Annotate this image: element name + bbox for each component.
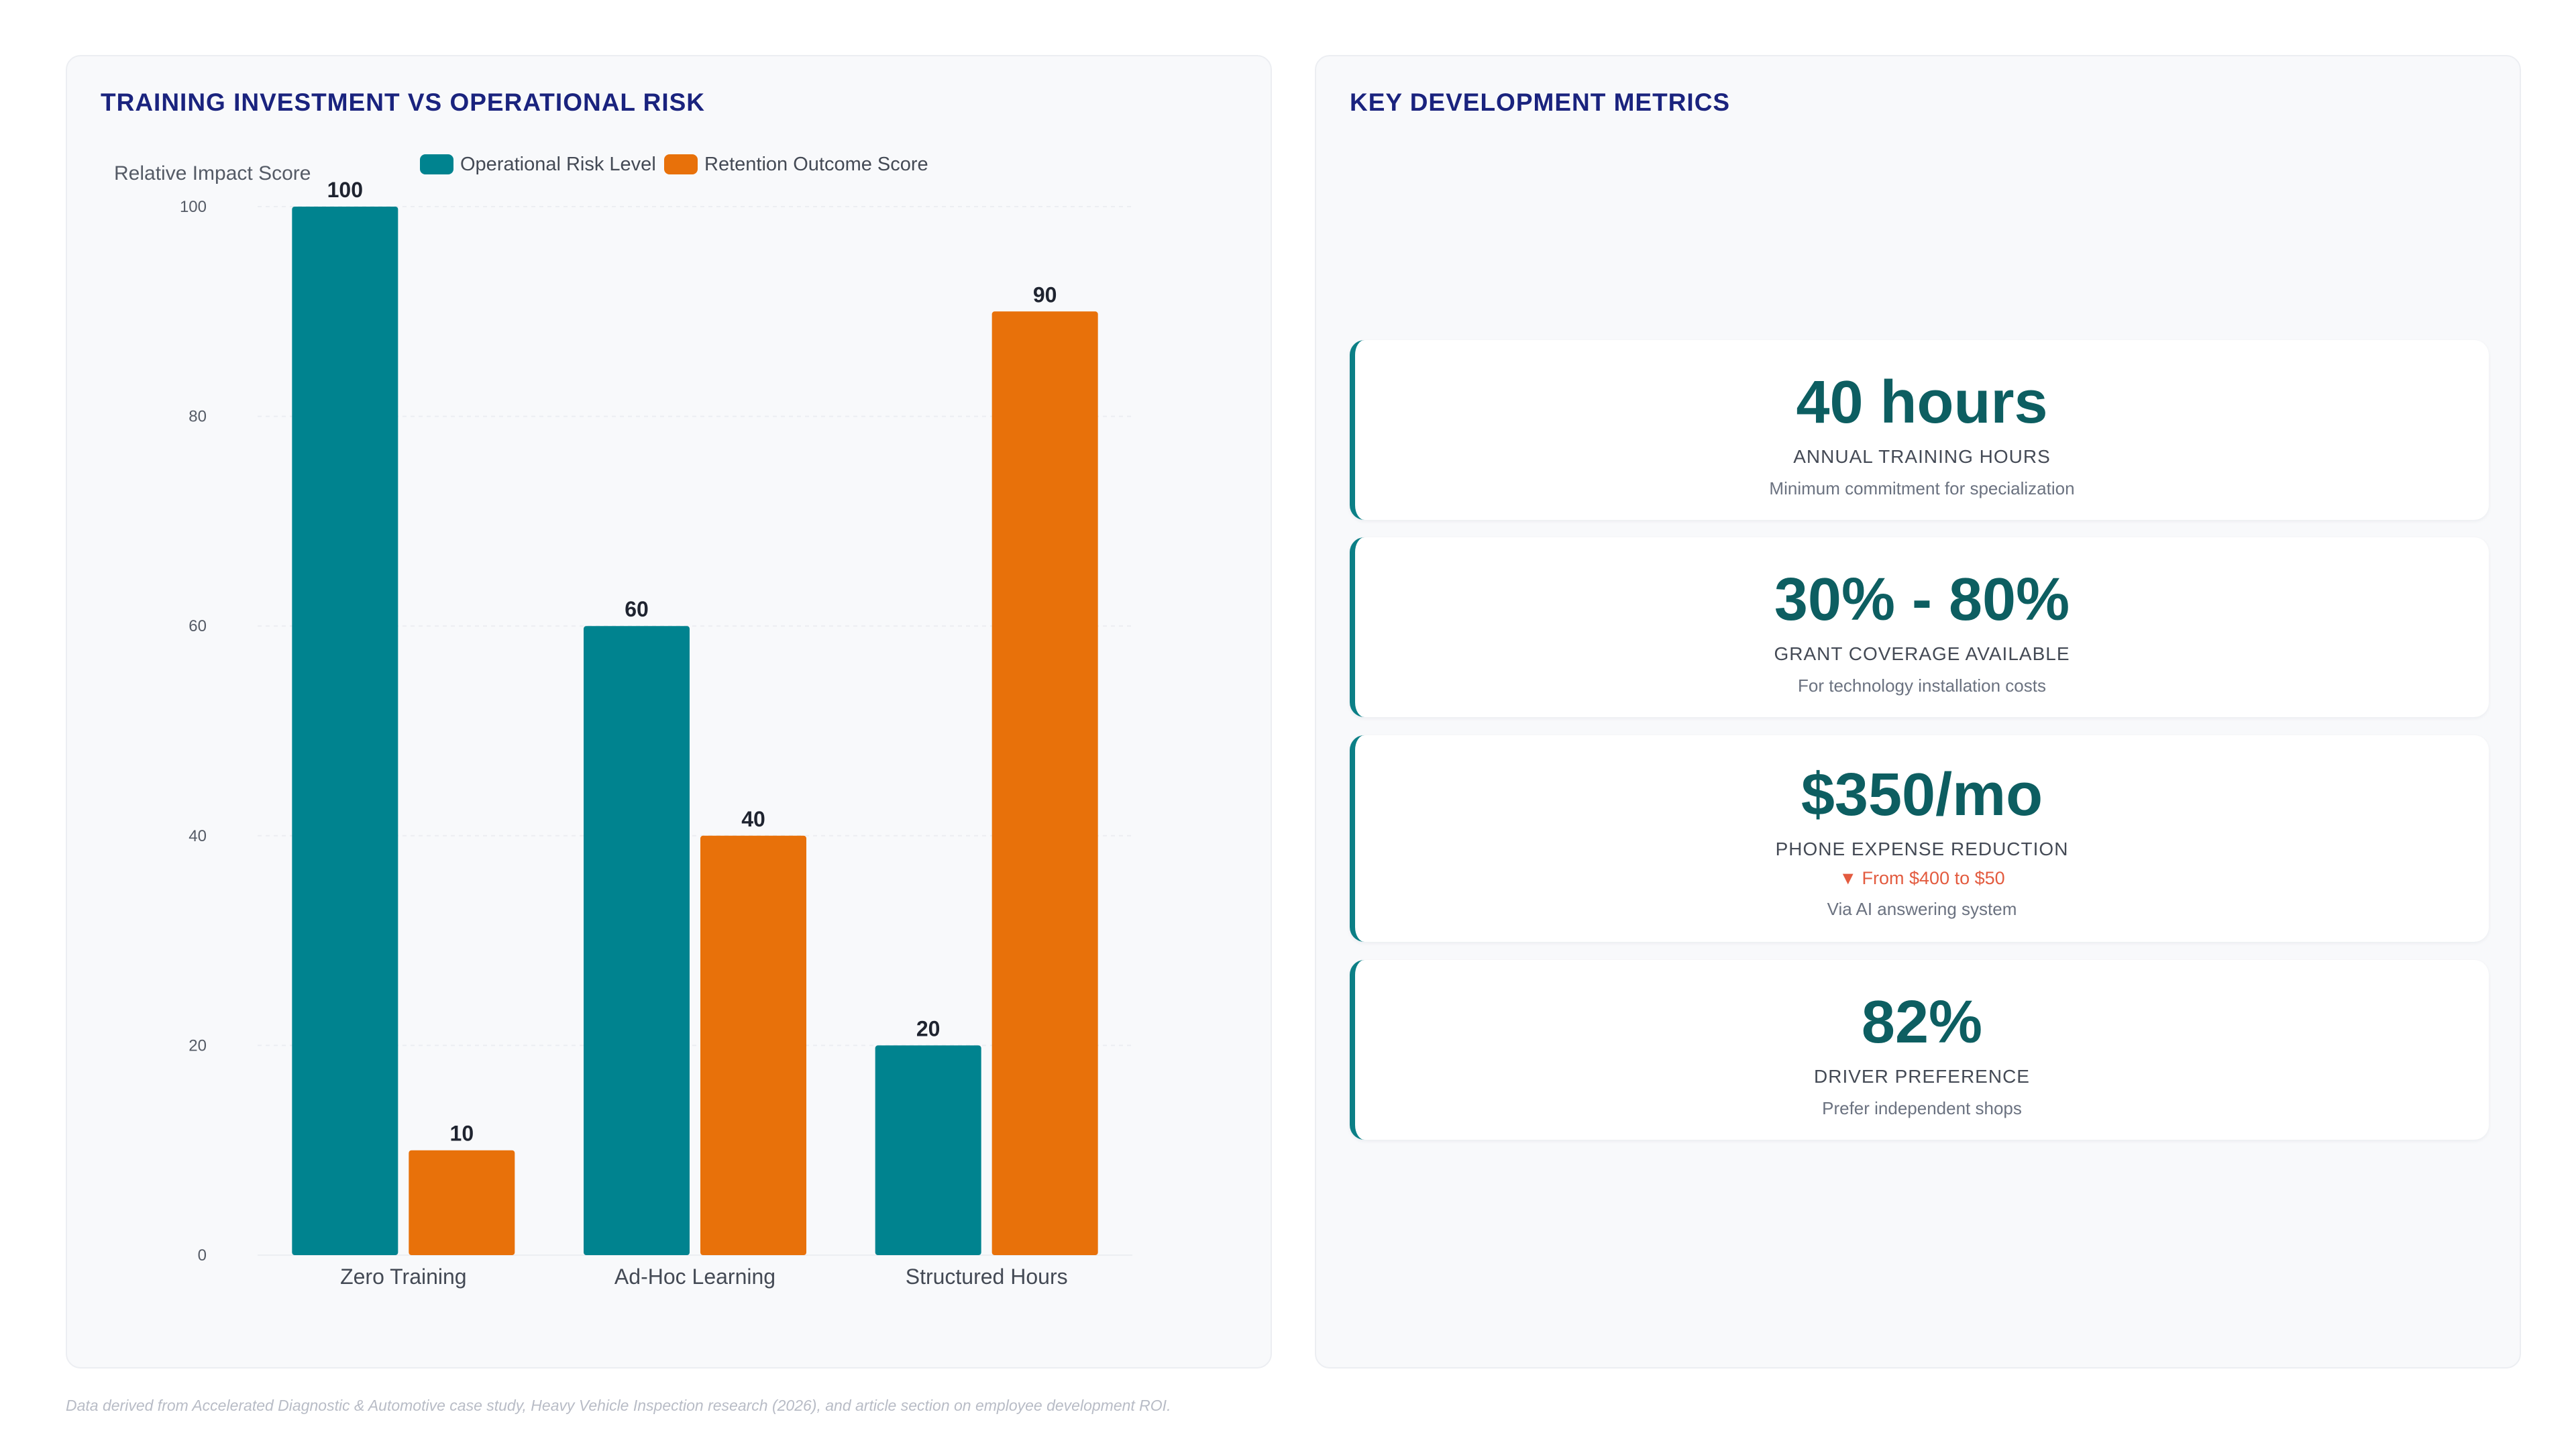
metric-subtext: For technology installation costs [1798, 676, 2046, 696]
x-tick-label: Zero Training [340, 1265, 467, 1289]
chart-panel: TRAINING INVESTMENT VS OPERATIONAL RISK … [66, 55, 1272, 1368]
footnote: Data derived from Accelerated Diagnostic… [66, 1397, 1171, 1414]
bar-retention-outcome [409, 1150, 515, 1255]
y-tick-label: 40 [189, 827, 207, 845]
metrics-title: KEY DEVELOPMENT METRICS [1350, 89, 1731, 116]
metrics-panel: KEY DEVELOPMENT METRICS 40 hours ANNUAL … [1315, 55, 2521, 1368]
legend-swatch [420, 154, 453, 174]
bar-operational-risk [875, 1045, 981, 1255]
metric-delta-down: ▼ From $400 to $50 [1839, 868, 2005, 888]
data-label: 10 [450, 1122, 474, 1146]
legend-label: Retention Outcome Score [704, 154, 928, 175]
x-tick-label: Structured Hours [906, 1265, 1068, 1289]
bar-retention-outcome [700, 835, 806, 1255]
metric-label: DRIVER PREFERENCE [1814, 1066, 2030, 1087]
metric-card-driver-preference: 82% DRIVER PREFERENCE Prefer independent… [1350, 960, 2489, 1140]
bar-retention-outcome [991, 311, 1098, 1255]
metric-subtext: Minimum commitment for specialization [1769, 478, 2075, 498]
bar-operational-risk [292, 207, 398, 1255]
metric-label: GRANT COVERAGE AVAILABLE [1774, 643, 2070, 664]
y-tick-label: 20 [189, 1036, 207, 1055]
y-tick-label: 0 [198, 1246, 207, 1265]
metric-label: PHONE EXPENSE REDUCTION [1775, 839, 2069, 859]
bar-chart: 0 20 40 60 80 100 Relative Impact Score 100 10 Ze… [114, 154, 1132, 1289]
chart-title: TRAINING INVESTMENT VS OPERATIONAL RISK [101, 89, 706, 116]
bar-operational-risk [584, 626, 690, 1255]
metric-card-phone-expense: $350/mo PHONE EXPENSE REDUCTION ▼ From $… [1350, 735, 2489, 942]
data-label: 90 [1033, 282, 1057, 307]
legend-swatch [664, 154, 698, 174]
x-tick-label: Ad-Hoc Learning [614, 1265, 775, 1289]
legend-label: Operational Risk Level [460, 154, 656, 175]
metric-card-training-hours: 40 hours ANNUAL TRAINING HOURS Minimum c… [1350, 340, 2489, 520]
metric-label: ANNUAL TRAINING HOURS [1793, 446, 2051, 467]
metric-subtext: Via AI answering system [1827, 899, 2017, 919]
data-label: 100 [327, 178, 363, 202]
data-label: 60 [625, 597, 649, 621]
data-label: 20 [916, 1016, 941, 1040]
y-tick-label: 80 [189, 408, 207, 426]
metric-value: 40 hours [1796, 369, 2048, 436]
metric-card-grant-coverage: 30% - 80% GRANT COVERAGE AVAILABLE For t… [1350, 537, 2489, 717]
metric-value: 82% [1861, 989, 1983, 1056]
metric-value: 30% - 80% [1774, 566, 2070, 633]
labels: 0 20 40 60 80 100 Relative Impact Score 100 10 Ze… [114, 154, 1068, 1289]
y-tick-label: 60 [189, 617, 207, 635]
metric-value: $350/mo [1801, 761, 2043, 828]
y-tick-label: 100 [180, 198, 207, 216]
metric-subtext: Prefer independent shops [1822, 1098, 2022, 1118]
grid-lines [258, 206, 1132, 1256]
bars [292, 207, 1098, 1255]
data-label: 40 [741, 807, 765, 831]
y-axis-label: Relative Impact Score [114, 162, 311, 184]
